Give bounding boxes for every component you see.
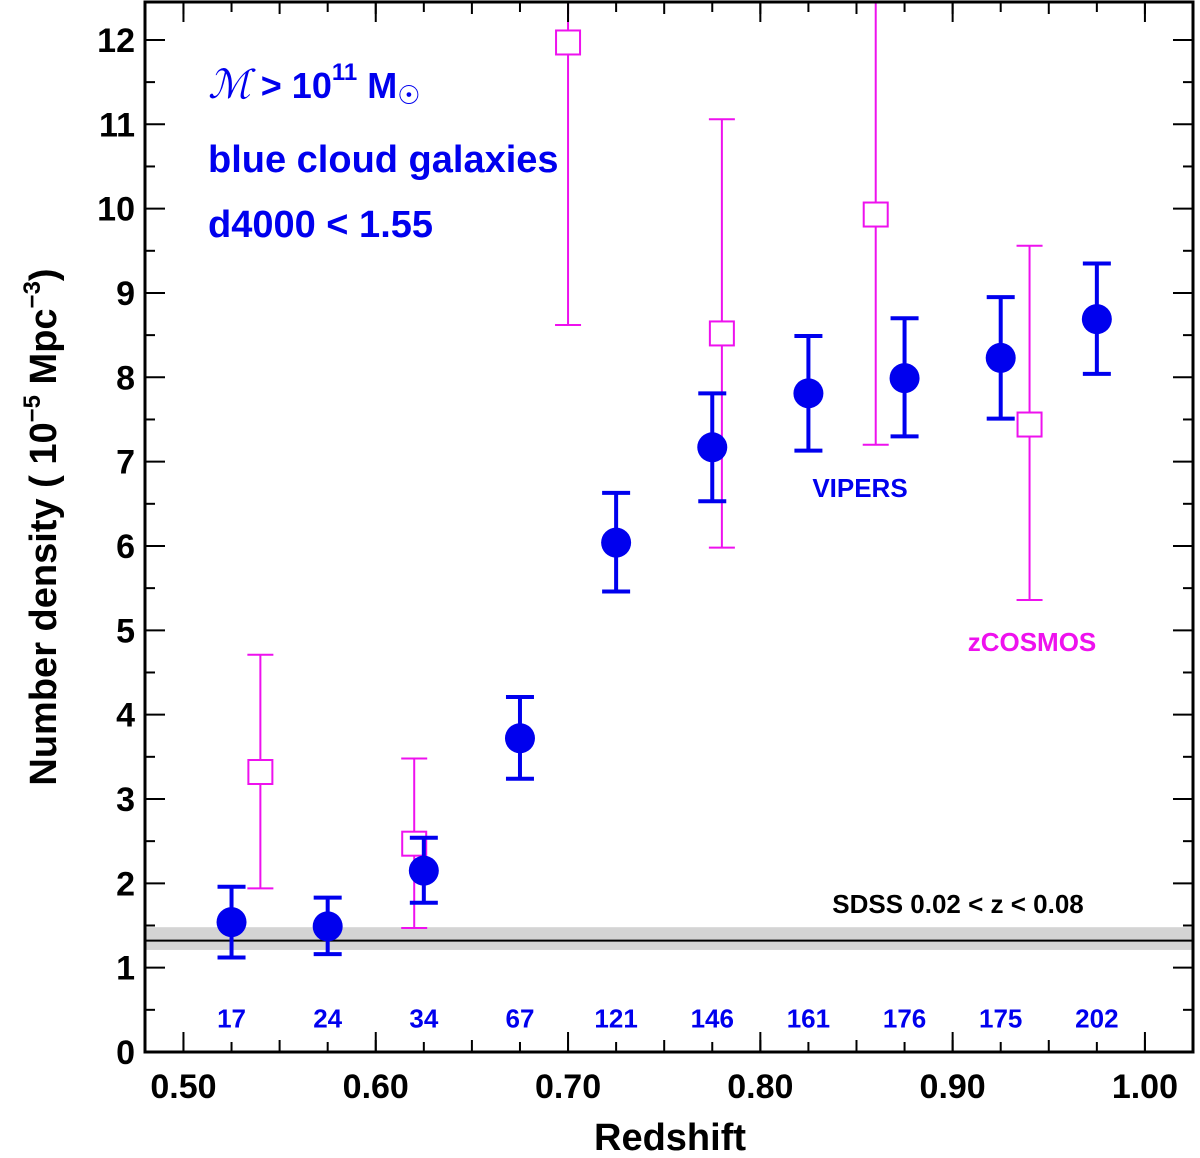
count-label-7: 176 (883, 1003, 926, 1033)
x-tick-label-5: 1.00 (1112, 1068, 1178, 1106)
y-tick-label-2: 2 (116, 865, 135, 903)
zcosmos-point-5 (1016, 411, 1043, 438)
y-tick-label-3: 3 (116, 781, 135, 819)
count-label-6: 161 (787, 1003, 830, 1033)
count-label-4: 121 (594, 1003, 637, 1033)
x-tick-label-3: 0.80 (727, 1068, 793, 1106)
count-label-1: 24 (313, 1003, 342, 1033)
y-axis-title-suffix: ) (23, 268, 65, 281)
x-axis-title: Redshift (594, 1117, 746, 1158)
plot-frame (143, 0, 1195, 1054)
mass-unit: M (357, 65, 397, 106)
y-axis-title-exp2: −3 (19, 281, 46, 308)
vipers-point-5 (697, 432, 728, 463)
y-axis-title-exp1: −5 (19, 395, 46, 422)
y-axis-title-unit: Mpc (23, 308, 65, 395)
zcosmos-point-2 (555, 29, 582, 56)
x-tick-label-2: 0.70 (535, 1068, 601, 1106)
vipers-point-2 (408, 855, 439, 886)
vipers-point-0 (216, 907, 247, 938)
count-label-0: 17 (217, 1003, 246, 1033)
count-label-5: 146 (691, 1003, 734, 1033)
y-tick-label-10: 10 (97, 191, 135, 229)
vipers-point-3 (504, 723, 535, 754)
y-tick-label-12: 12 (97, 22, 135, 60)
mass-op: > 10 (251, 65, 332, 106)
vipers-label: VIPERS (812, 473, 907, 503)
mass-symbol: ℳ (208, 62, 256, 108)
y-tick-label-7: 7 (116, 444, 135, 482)
y-tick-label-0: 0 (116, 1034, 135, 1072)
x-tick-label-4: 0.90 (920, 1068, 986, 1106)
count-label-2: 34 (409, 1003, 438, 1033)
zcosmos-point-4 (862, 201, 889, 228)
zcosmos-point-3 (708, 320, 735, 347)
y-tick-label-6: 6 (116, 528, 135, 566)
vipers-point-1 (312, 911, 343, 942)
vipers-point-7 (889, 363, 920, 394)
zcosmos-label: zCOSMOS (968, 627, 1097, 657)
d4000-label: d4000 < 1.55 (208, 204, 433, 246)
y-tick-label-11: 11 (99, 106, 135, 144)
vipers-point-8 (985, 342, 1016, 373)
x-tick-label-1: 0.60 (343, 1068, 409, 1106)
zcosmos-point-0 (247, 759, 274, 785)
y-tick-label-8: 8 (116, 359, 135, 397)
sdss-band (145, 927, 1193, 950)
mass-cut-annotation: ℳ > 1011 M☉ (208, 59, 421, 111)
sdss-label: SDSS 0.02 < z < 0.08 (832, 889, 1084, 919)
blue-cloud-label: blue cloud galaxies (208, 139, 559, 181)
sun-symbol-icon: ☉ (397, 81, 420, 111)
y-axis-title-prefix: Number density ( 10 (23, 422, 65, 785)
count-label-8: 175 (979, 1003, 1022, 1033)
y-tick-label-1: 1 (116, 950, 135, 988)
vipers-point-4 (601, 527, 632, 558)
mass-exp: 11 (332, 59, 357, 86)
y-axis-title: Number density ( 10−5 Mpc−3) (19, 268, 65, 785)
y-tick-label-5: 5 (116, 612, 135, 650)
y-tick-label-4: 4 (116, 697, 135, 735)
x-tick-label-0: 0.50 (150, 1068, 216, 1106)
count-label-3: 67 (506, 1003, 535, 1033)
y-tick-label-9: 9 (116, 275, 135, 313)
count-label-9: 202 (1075, 1003, 1118, 1033)
vipers-point-6 (793, 378, 824, 409)
vipers-point-9 (1081, 304, 1112, 335)
